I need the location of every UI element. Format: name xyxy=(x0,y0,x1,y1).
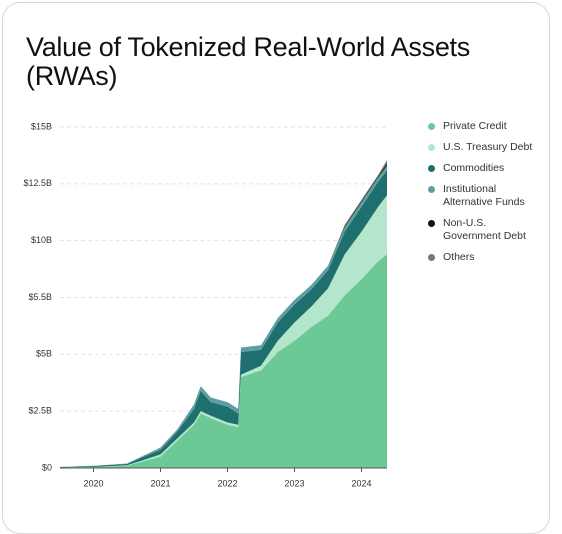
legend-swatch xyxy=(428,144,435,151)
legend-label: U.S. Treasury Debt xyxy=(443,141,533,153)
area xyxy=(60,254,387,468)
y-tick-label: $15B xyxy=(31,121,52,131)
legend-item: U.S. Treasury Debt xyxy=(428,141,553,154)
x-tick-label: 2024 xyxy=(352,478,372,488)
legend-swatch xyxy=(428,123,435,130)
y-tick-label: $10B xyxy=(31,235,52,245)
x-tick-label: 2020 xyxy=(83,478,103,488)
legend-label: Private Credit xyxy=(443,120,507,132)
y-tick-label: $2.5B xyxy=(28,406,52,416)
y-tick-label: $5.5B xyxy=(28,292,52,302)
x-tick-label: 2021 xyxy=(150,478,170,488)
y-tick-label: $0 xyxy=(42,462,52,472)
legend-swatch xyxy=(428,254,435,261)
x-tick-label: 2022 xyxy=(218,478,238,488)
legend-item: Commodities xyxy=(428,162,553,175)
y-tick-label: $12.5B xyxy=(23,178,52,188)
legend-label: Institutional Alternative Funds xyxy=(443,183,525,208)
chart: $0 $2.5B $5B $5.5B $10B $12.5B $15B 2020 2021 202… xyxy=(23,121,387,488)
legend-label: Non-U.S. Government Debt xyxy=(443,217,526,242)
legend-swatch xyxy=(428,165,435,172)
legend: Private Credit U.S. Treasury Debt Commodit… xyxy=(428,120,553,272)
areas xyxy=(60,159,387,468)
area xyxy=(60,170,387,468)
legend-swatch xyxy=(428,220,435,227)
page: {"chart_data": {"type": "stacked-area", … xyxy=(2,2,553,534)
chart-title: Value of Tokenized Real-World Assets (RW… xyxy=(26,32,470,91)
legend-item: Institutional Alternative Funds xyxy=(428,183,553,209)
y-tick-label: $5B xyxy=(36,349,52,359)
legend-label: Others xyxy=(443,251,475,263)
legend-swatch xyxy=(428,186,435,193)
legend-item: Non-U.S. Government Debt xyxy=(428,217,553,243)
x-tick-label: 2023 xyxy=(285,478,305,488)
legend-item: Others xyxy=(428,251,553,264)
legend-label: Commodities xyxy=(443,162,505,174)
legend-item: Private Credit xyxy=(428,120,553,133)
